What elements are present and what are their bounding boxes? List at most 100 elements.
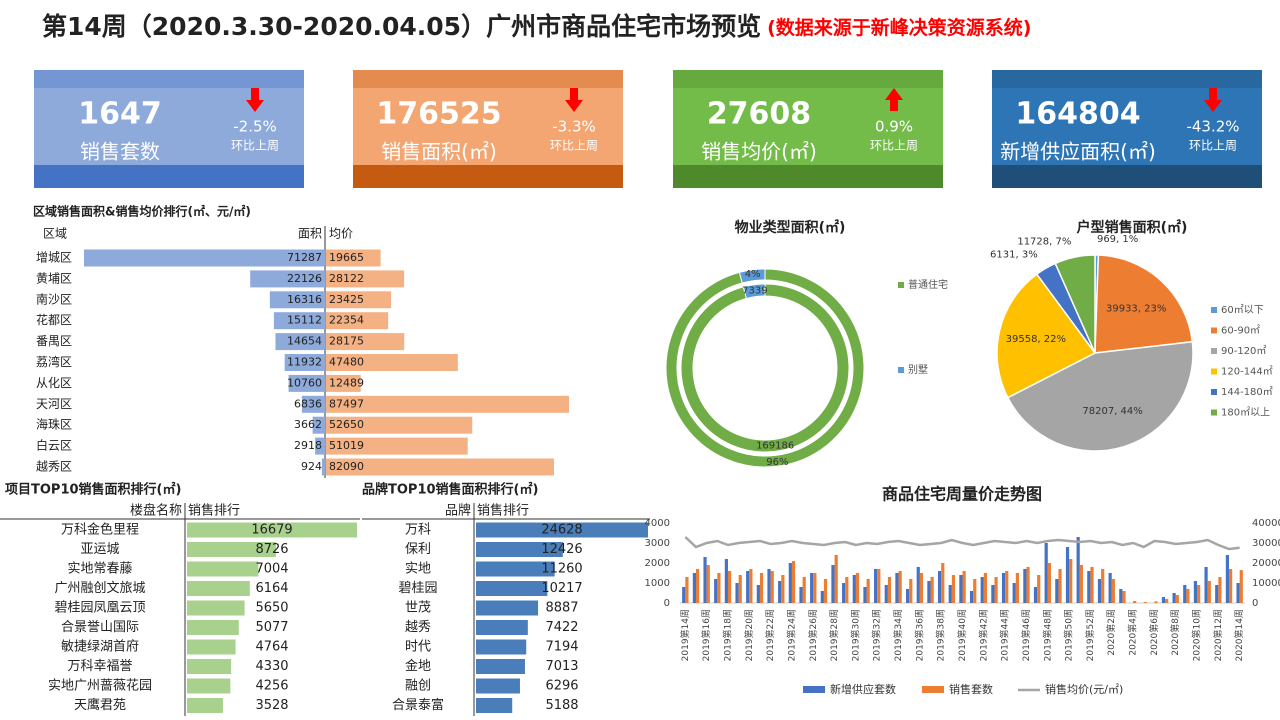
area-value: 2918 [294, 439, 322, 452]
bar [916, 567, 920, 603]
x-tick-label: 2020第14周 [1233, 609, 1245, 661]
price-bar [326, 437, 468, 455]
kpi-label: 销售套数 [80, 140, 160, 164]
bar [1033, 587, 1038, 603]
bar [476, 581, 548, 596]
legend-label: 销售均价(元/㎡) [1045, 682, 1123, 696]
legend-swatch [898, 282, 904, 288]
legend-label: 180㎡以上 [1221, 407, 1270, 419]
kpi-top-band [673, 70, 943, 88]
bar [863, 587, 867, 603]
bar [887, 577, 892, 603]
x-tick-label: 2019第34周 [892, 609, 904, 661]
bar [476, 522, 648, 538]
bar [959, 575, 963, 603]
category-label: 合景誉山国际 [61, 620, 139, 635]
bar [909, 579, 913, 603]
kpi-arrow [565, 88, 583, 112]
category-label: 合景泰富 [392, 697, 444, 713]
area-bar [284, 354, 325, 371]
category-label: 碧桂园 [398, 581, 437, 596]
kpi-value: 176525 [376, 97, 501, 132]
category-header: 楼盘名称 [130, 503, 182, 519]
x-tick-label: 2019第20周 [743, 609, 755, 661]
legend-label: 60㎡以下 [1221, 304, 1264, 316]
x-tick-label: 2019第22周 [764, 609, 776, 661]
bar [1047, 563, 1051, 603]
kpi-top-band [34, 70, 304, 88]
kpi-change: -3.3% [552, 118, 596, 136]
chart-title: 商品住宅周量价走势图 [882, 485, 1042, 504]
bar [1218, 577, 1222, 603]
x-tick-label: 2019第44周 [999, 609, 1011, 661]
legend-label: 普通住宅 [908, 278, 948, 291]
kpi-label: 新增供应面积(㎡) [1000, 140, 1156, 164]
bar [1087, 571, 1091, 603]
category-label: 广州融创文旅城 [54, 581, 145, 596]
price-value: 23425 [329, 293, 364, 306]
bar [187, 620, 239, 635]
legend-label: 销售套数 [949, 682, 993, 696]
category-label: 万科 [405, 523, 431, 538]
area-bar [312, 416, 325, 434]
kpi-note: 环比上周 [1189, 139, 1237, 153]
bar [788, 563, 792, 603]
bar [187, 561, 259, 577]
bar [759, 573, 764, 603]
bar [476, 620, 528, 635]
kpi-bottom-band [992, 165, 1262, 188]
category-label: 增城区 [36, 251, 72, 265]
bar [1154, 601, 1158, 603]
area-bar [250, 270, 325, 288]
legend-label: 60-90㎡ [1221, 325, 1260, 337]
bar [1183, 585, 1187, 603]
price-bar [326, 354, 458, 371]
bar [476, 561, 555, 577]
bar [1186, 589, 1190, 603]
price-value: 47480 [329, 356, 364, 369]
bar [941, 563, 945, 603]
bar [951, 575, 956, 603]
bar [1161, 597, 1166, 603]
category-label: 越秀 [405, 620, 431, 635]
area-bar [315, 437, 325, 455]
kpi-note: 环比上周 [870, 139, 918, 153]
bar [834, 555, 838, 603]
value-label: 7004 [255, 562, 288, 577]
bar [994, 577, 998, 603]
bar [813, 573, 817, 603]
bar [724, 559, 728, 603]
bar [842, 583, 846, 603]
y-tick-label: 1000 [645, 578, 670, 589]
bar [874, 569, 878, 603]
area-value: 71287 [287, 251, 322, 264]
kpi-arrow [246, 88, 264, 112]
legend-label: 120-144㎡ [1221, 366, 1273, 378]
price-bar [326, 270, 405, 288]
category-label: 花都区 [36, 312, 72, 327]
price-value: 19665 [329, 251, 364, 264]
donut-outer-segment [738, 268, 766, 284]
bar [823, 579, 828, 603]
bar [1197, 585, 1201, 603]
area-value: 6836 [294, 397, 322, 410]
price-value: 52650 [329, 418, 364, 431]
kpi-top-band [353, 70, 623, 88]
pie-slice [1006, 340, 1194, 452]
value-label: 5188 [545, 698, 578, 713]
bar [852, 575, 856, 603]
value-label: 7013 [545, 659, 578, 674]
bar [476, 659, 525, 674]
legend-label: 90-120㎡ [1221, 345, 1266, 357]
bar [973, 579, 977, 603]
x-tick-label: 2019第42周 [977, 609, 989, 661]
price-bar [326, 333, 405, 351]
x-tick-label: 2019第16周 [700, 609, 712, 661]
bar [866, 579, 870, 603]
category-label: 南沙区 [36, 291, 72, 306]
legend-swatch [803, 686, 825, 693]
area-value: 14654 [287, 335, 322, 348]
legend-swatch [898, 367, 904, 373]
